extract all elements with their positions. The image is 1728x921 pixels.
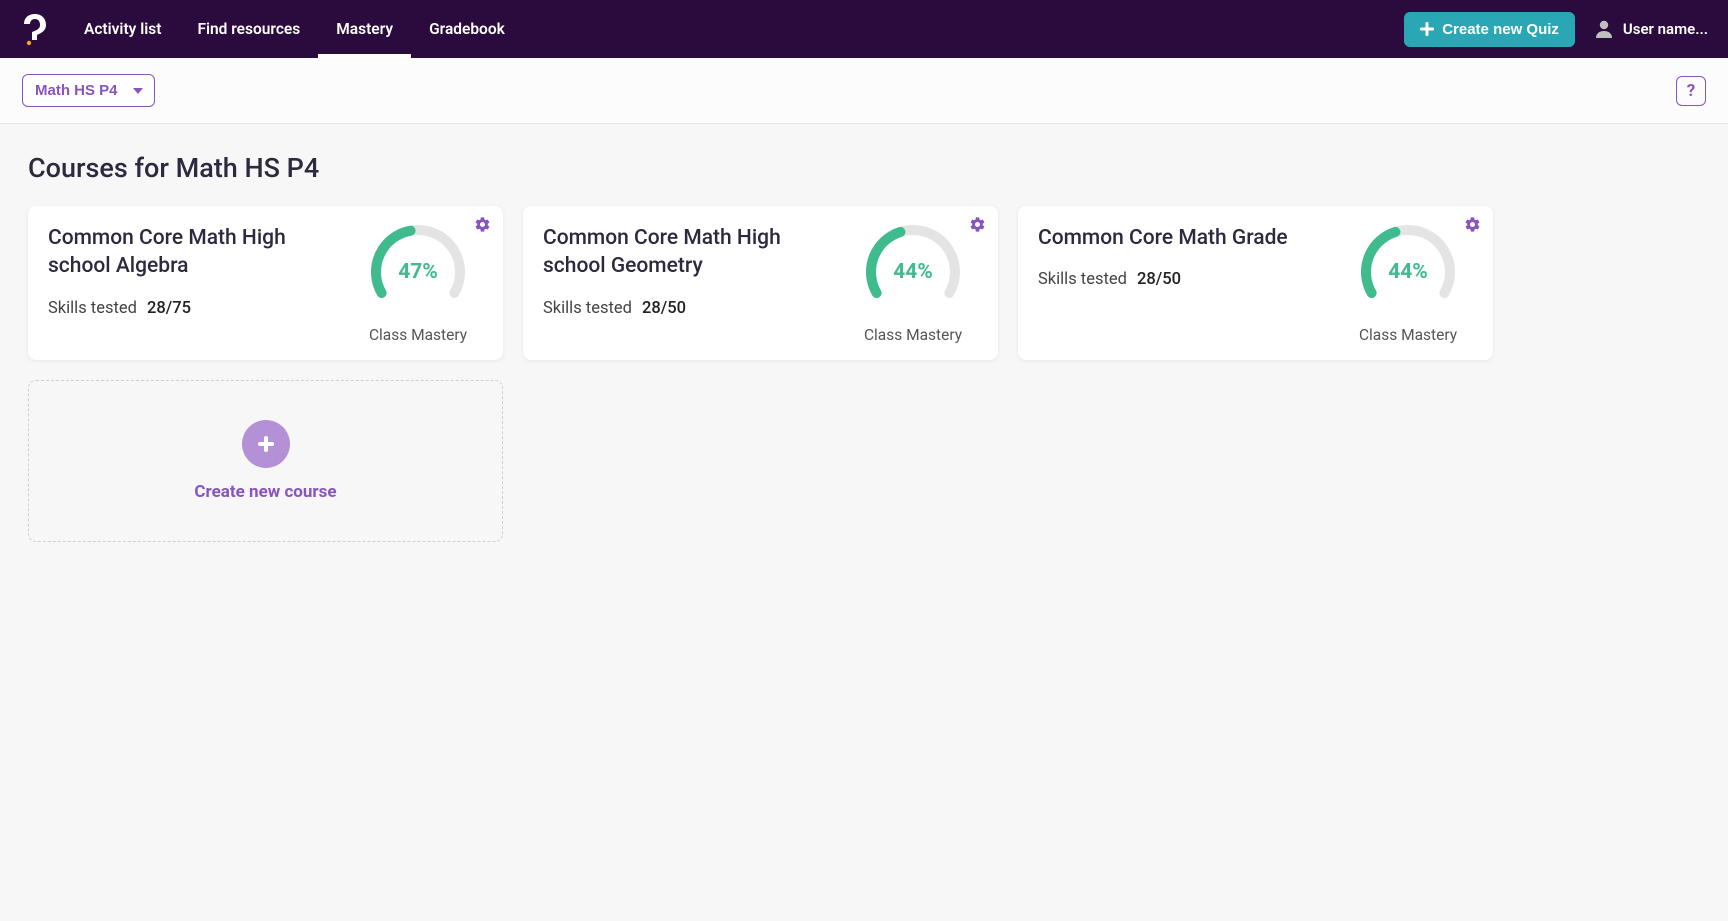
gear-icon	[474, 216, 491, 233]
course-card[interactable]: Common Core Math Grade Skills tested 28/…	[1018, 206, 1493, 360]
plus-icon	[1420, 22, 1434, 36]
course-title: Common Core Math High school Algebra	[48, 224, 318, 281]
plus-circle-icon	[242, 420, 290, 468]
mastery-label: Class Mastery	[1359, 326, 1457, 344]
gauge-wrap: 47% Class Mastery	[353, 224, 483, 344]
course-settings-button[interactable]	[1464, 216, 1481, 237]
mastery-percent: 44%	[865, 224, 961, 320]
gauge-wrap: 44% Class Mastery	[848, 224, 978, 344]
mastery-percent: 44%	[1360, 224, 1456, 320]
course-title: Common Core Math Grade	[1038, 224, 1308, 252]
mastery-label: Class Mastery	[864, 326, 962, 344]
course-info: Common Core Math High school Algebra Ski…	[48, 224, 353, 344]
course-info: Common Core Math High school Geometry Sk…	[543, 224, 848, 344]
gear-icon	[1464, 216, 1481, 233]
skills-tested: Skills tested 28/50	[1038, 270, 1333, 289]
user-icon	[1593, 18, 1615, 40]
course-settings-button[interactable]	[474, 216, 491, 237]
course-info: Common Core Math Grade Skills tested 28/…	[1038, 224, 1343, 344]
help-button[interactable]: ?	[1676, 76, 1706, 106]
page-title: Courses for Math HS P4	[28, 152, 1700, 184]
skills-tested: Skills tested 28/75	[48, 299, 343, 318]
sub-toolbar: Math HS P4 ?	[0, 58, 1728, 124]
create-quiz-label: Create new Quiz	[1442, 21, 1559, 38]
nav-items: Activity list Find resources Mastery Gra…	[66, 0, 523, 58]
gear-icon	[969, 216, 986, 233]
user-menu[interactable]: User name...	[1593, 18, 1708, 40]
course-cards: Common Core Math High school Algebra Ski…	[28, 206, 1700, 542]
course-card[interactable]: Common Core Math High school Geometry Sk…	[523, 206, 998, 360]
create-course-card[interactable]: Create new course	[28, 380, 503, 542]
course-settings-button[interactable]	[969, 216, 986, 237]
nav-item-find-resources[interactable]: Find resources	[179, 0, 318, 58]
nav-item-activity-list[interactable]: Activity list	[66, 0, 179, 58]
mastery-label: Class Mastery	[369, 326, 467, 344]
create-quiz-button[interactable]: Create new Quiz	[1404, 12, 1575, 47]
create-course-label: Create new course	[194, 482, 336, 502]
gauge-wrap: 44% Class Mastery	[1343, 224, 1473, 344]
skills-tested: Skills tested 28/50	[543, 299, 838, 318]
course-title: Common Core Math High school Geometry	[543, 224, 813, 281]
nav-item-mastery[interactable]: Mastery	[318, 0, 411, 58]
app-logo[interactable]	[14, 12, 56, 46]
top-navbar: Activity list Find resources Mastery Gra…	[0, 0, 1728, 58]
nav-item-gradebook[interactable]: Gradebook	[411, 0, 523, 58]
user-name-label: User name...	[1623, 20, 1708, 38]
course-card[interactable]: Common Core Math High school Algebra Ski…	[28, 206, 503, 360]
class-select[interactable]: Math HS P4	[22, 74, 155, 107]
mastery-percent: 47%	[370, 224, 466, 320]
page-content: Courses for Math HS P4 Common Core Math …	[0, 124, 1728, 570]
class-select-wrap: Math HS P4	[22, 74, 155, 107]
